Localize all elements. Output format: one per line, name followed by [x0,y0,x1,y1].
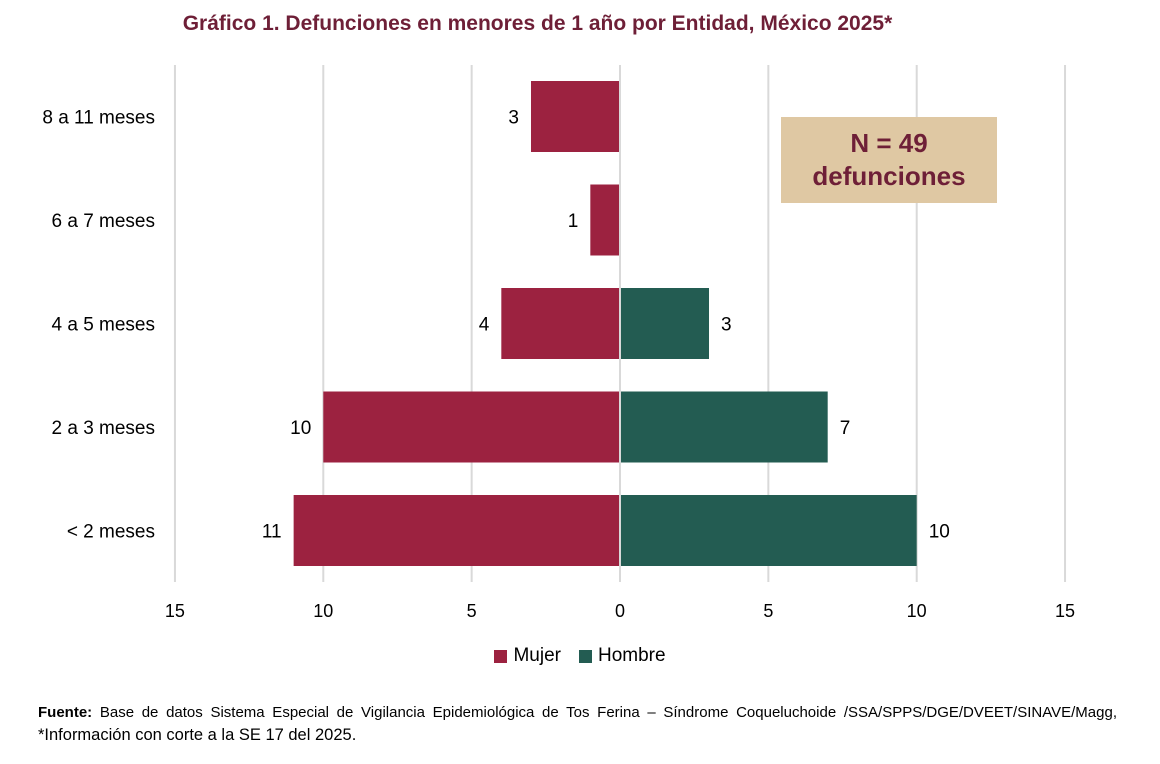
bar-hombre [620,288,710,359]
bar-hombre [620,391,828,463]
data-label-mujer: 4 [479,315,490,336]
legend-swatch-hombre [578,649,592,663]
y-category-label: 8 a 11 meses [42,108,155,129]
y-category-label: 6 a 7 meses [52,211,156,232]
total-annotation-line2: defunciones [812,161,966,191]
x-tick-label: 10 [313,601,333,621]
legend-label-mujer: Mujer [513,645,561,666]
data-label-mujer: 1 [568,211,579,232]
source-text: Base de datos Sistema Especial de Vigila… [92,704,1117,721]
y-category-label: 2 a 3 meses [52,418,156,439]
x-tick-label: 5 [467,601,477,621]
legend-item-hombre: Hombre [578,645,666,667]
bar-mujer [293,495,620,566]
bar-mujer [501,288,620,359]
bar-mujer [323,391,620,463]
x-tick-label: 15 [165,601,185,621]
x-tick-label: 0 [615,601,625,621]
legend-item-mujer: Mujer [494,645,561,667]
data-label-hombre: 10 [929,522,950,543]
x-tick-label: 15 [1055,601,1075,621]
legend-swatch-mujer [494,649,508,663]
chart-legend: Mujer Hombre [0,645,1160,667]
data-label-mujer: 3 [508,108,519,129]
source-label: Fuente: [38,704,93,721]
bar-hombre [620,495,917,566]
legend-label-hombre: Hombre [597,645,666,666]
total-annotation-box: N = 49 defunciones [781,117,997,203]
source-note: Fuente: Base de datos Sistema Especial d… [38,701,1117,747]
bar-mujer [530,81,620,152]
chart-title: Gráfico 1. Defunciones en menores de 1 a… [182,12,893,35]
x-tick-label: 5 [763,601,773,621]
x-tick-label: 10 [907,601,927,621]
source-cutoff-note: *Información con corte a la SE 17 del 20… [38,726,357,744]
bar-chart: 15 10 5 0 5 10 15 8 a 11 meses 3 6 a 7 meses 1 4 a … [42,65,1075,621]
total-annotation-line1: N = 49 [850,128,928,158]
data-label-mujer: 10 [290,418,311,439]
data-label-hombre: 3 [721,315,732,336]
y-category-label: < 2 meses [67,522,155,543]
data-label-hombre: 7 [840,418,851,439]
data-label-mujer: 11 [262,522,282,543]
y-category-label: 4 a 5 meses [52,315,156,336]
bar-mujer [590,184,620,256]
